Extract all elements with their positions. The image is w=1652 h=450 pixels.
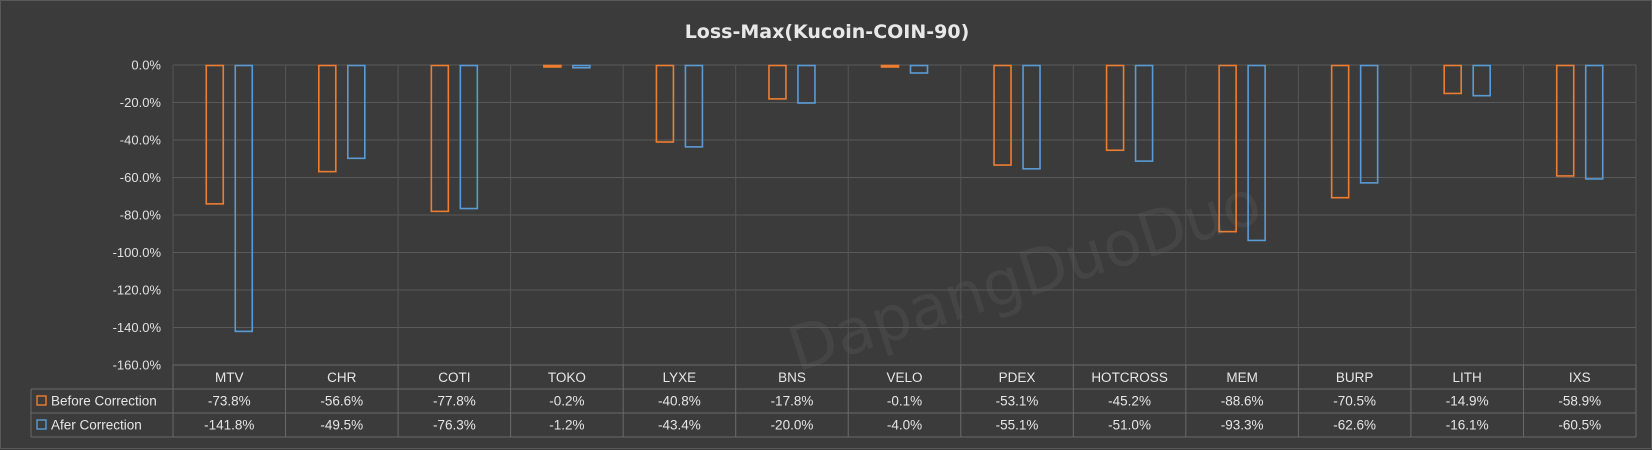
category-label: MEM	[1226, 370, 1258, 385]
category-label: LYXE	[663, 370, 697, 385]
category-label: PDEX	[999, 370, 1036, 385]
y-tick-label: -120.0%	[113, 283, 162, 298]
bar-before-mtv	[205, 64, 225, 205]
data-label: -70.5%	[1333, 394, 1376, 409]
bar-before-ixs	[1555, 64, 1575, 177]
bar-before-hotcross	[1105, 64, 1125, 152]
y-tick-label: -160.0%	[113, 358, 162, 373]
bar-before-toko	[543, 64, 562, 68]
chart-title: Loss-Max(Kucoin-COIN-90)	[685, 21, 970, 43]
data-label: -4.0%	[887, 418, 922, 433]
data-label: -77.8%	[433, 394, 476, 409]
bar-after-burp	[1359, 64, 1379, 184]
bar-before-coti	[430, 64, 450, 213]
legend-label: Afer Correction	[51, 418, 142, 433]
bar-after-bns	[797, 64, 816, 104]
data-label: -45.2%	[1108, 394, 1151, 409]
bar-before-velo	[880, 64, 900, 68]
bar-after-chr	[347, 64, 366, 160]
data-label: -1.2%	[549, 418, 584, 433]
legend-swatch-before	[36, 395, 47, 406]
y-tick-label: -60.0%	[120, 170, 162, 185]
bar-after-coti	[459, 64, 479, 210]
data-label: -51.0%	[1108, 418, 1151, 433]
data-label: -60.5%	[1558, 418, 1601, 433]
category-label: IXS	[1569, 370, 1591, 385]
y-tick-label: -100.0%	[113, 245, 162, 260]
y-axis: 0.0% -20.0% -40.0% -60.0% -80.0% -100.0% -120.…	[113, 58, 162, 373]
data-label: -20.0%	[771, 418, 814, 433]
category-label: LITH	[1453, 370, 1482, 385]
bar-after-toko	[572, 64, 591, 69]
data-label: -0.1%	[887, 394, 922, 409]
category-label: CHR	[327, 370, 356, 385]
data-table: MTV CHR COTI TOKO LYXE BNS VELO PDEX HOTCROSS MEM…	[30, 364, 1637, 438]
bar-after-mem	[1247, 64, 1266, 242]
bar-after-velo	[909, 64, 929, 74]
legend-swatch-after	[36, 419, 47, 430]
data-label: -58.9%	[1558, 394, 1601, 409]
data-label: -53.1%	[996, 394, 1039, 409]
data-label: -76.3%	[433, 418, 476, 433]
category-label: HOTCROSS	[1091, 370, 1168, 385]
bar-before-pdex	[993, 64, 1012, 166]
data-label: -56.6%	[320, 394, 363, 409]
y-tick-label: -20.0%	[120, 95, 162, 110]
watermark: DapangDuoDuo	[779, 165, 1269, 386]
bars	[205, 64, 1604, 333]
data-label: -17.8%	[771, 394, 814, 409]
bar-after-lyxe	[684, 64, 704, 148]
y-tick-label: -80.0%	[120, 208, 162, 223]
data-label: -40.8%	[658, 394, 701, 409]
data-label: -73.8%	[208, 394, 251, 409]
y-tick-label: -140.0%	[113, 320, 162, 335]
y-tick-label: 0.0%	[131, 58, 161, 73]
data-label: -55.1%	[996, 418, 1039, 433]
bar-after-ixs	[1584, 64, 1604, 180]
bar-after-hotcross	[1134, 64, 1154, 162]
bar-after-pdex	[1022, 64, 1041, 170]
data-label: -0.2%	[549, 394, 584, 409]
bar-before-bns	[768, 64, 787, 100]
category-label: BNS	[778, 370, 806, 385]
bar-before-burp	[1330, 64, 1350, 199]
data-label: -14.9%	[1446, 394, 1489, 409]
y-tick-label: -40.0%	[120, 133, 162, 148]
data-label: -88.6%	[1221, 394, 1264, 409]
category-label: BURP	[1336, 370, 1374, 385]
category-label: TOKO	[548, 370, 586, 385]
data-label: -141.8%	[204, 418, 254, 433]
data-label: -16.1%	[1446, 418, 1489, 433]
category-label: COTI	[438, 370, 470, 385]
category-label: MTV	[215, 370, 244, 385]
data-label: -62.6%	[1333, 418, 1376, 433]
bar-after-lith	[1472, 64, 1491, 97]
data-label: -43.4%	[658, 418, 701, 433]
bar-before-mem	[1218, 64, 1237, 233]
data-label: -49.5%	[320, 418, 363, 433]
bar-before-lith	[1443, 64, 1462, 95]
gridlines	[172, 64, 1637, 366]
bar-before-chr	[318, 64, 337, 173]
legend-label: Before Correction	[51, 394, 157, 409]
category-label: VELO	[886, 370, 922, 385]
bar-after-mtv	[234, 64, 254, 333]
data-label: -93.3%	[1221, 418, 1264, 433]
bar-before-lyxe	[655, 64, 675, 143]
